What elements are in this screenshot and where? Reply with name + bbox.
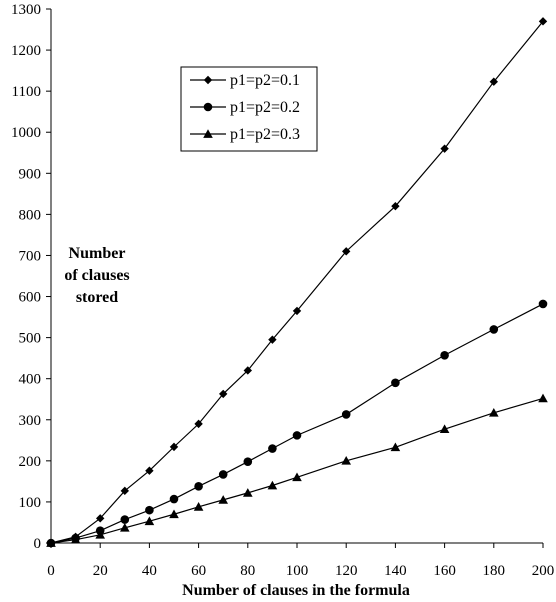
data-point-circle [145,505,154,515]
data-point-triangle [46,538,56,547]
legend-entry: p1=p2=0.1 [190,72,300,89]
data-point-triangle [439,424,450,434]
legend-label: p1=p2=0.3 [230,126,300,143]
y-axis-title-line-3: stored [76,289,118,306]
data-point-triangle [218,495,228,504]
data-point-triangle [95,529,105,539]
y-tick-label: 700 [19,248,42,264]
x-tick-label: 80 [240,563,255,579]
data-point-circle [218,470,228,479]
x-tick-label: 180 [483,563,506,579]
legend-marker-circle [203,102,213,112]
data-point-triangle [390,442,401,452]
x-tick-label: 0 [47,563,55,579]
y-tick-label: 100 [19,495,42,511]
x-tick-label: 40 [142,563,157,579]
y-tick-label: 0 [34,536,42,552]
x-tick-label: 100 [286,563,309,579]
x-tick-label: 200 [532,563,555,579]
y-tick-label: 1200 [11,43,41,59]
data-point-circle [243,457,253,466]
y-tick-label: 600 [19,290,42,306]
data-point-diamond [538,17,548,26]
legend-marker-diamond [203,75,213,85]
y-tick-labels: 0 100 200 300 400 500 600 700 800 900 1000 1100 1200… [11,2,41,552]
x-tick-label: 60 [191,563,206,579]
data-point-diamond [391,201,400,211]
x-tick-label: 20 [93,563,108,579]
legend-entry: p1=p2=0.3 [190,126,300,143]
legend-label: p1=p2=0.2 [230,99,300,116]
data-point-diamond [489,77,498,86]
data-point-diamond [120,486,129,496]
data-point-triangle [70,534,81,544]
y-tick-label: 1000 [11,125,41,141]
data-point-diamond [145,466,154,475]
y-tick-label: 400 [19,372,42,388]
series-circle [46,299,548,548]
series-line [50,20,544,544]
data-point-diamond [243,366,252,375]
data-point-circle [440,350,449,360]
legend-entry: p1=p2=0.2 [190,99,300,116]
series-line [50,303,544,544]
series-line [50,397,544,544]
data-point-triangle [489,407,499,417]
y-tick-label: 900 [19,166,42,182]
legend-label: p1=p2=0.1 [230,72,300,89]
series-triangle [46,393,548,547]
data-point-circle [268,444,277,453]
x-tick-label: 140 [384,563,407,579]
data-point-triangle [169,509,179,519]
data-point-diamond [96,514,105,523]
data-point-circle [292,431,302,440]
y-axis-title-line-2: of clauses [64,267,129,284]
data-point-triangle [267,480,278,490]
data-point-triangle [341,456,351,465]
legend: p1=p2=0.1 p1=p2=0.2 p1=p2=0.3 [180,66,318,152]
data-point-circle [169,494,179,504]
x-axis-title: Number of clauses in the formula [182,582,410,599]
data-point-circle [341,410,351,419]
data-point-diamond [194,419,203,429]
data-point-triangle [120,523,130,532]
data-point-diamond [169,442,179,452]
y-tick-label: 500 [19,331,42,347]
data-point-triangle [193,502,204,511]
data-point-circle [194,482,203,491]
data-point-circle [391,378,400,388]
y-tick-label: 800 [19,207,42,223]
x-tick-label: 160 [433,563,456,579]
data-point-triangle [243,488,253,497]
y-axis-title-line-1: Number [69,245,126,262]
data-point-circle [489,325,499,334]
data-point-circle [538,299,548,309]
data-point-diamond [268,335,277,344]
series-layer [46,17,548,548]
y-tick-label: 200 [19,454,42,470]
data-point-diamond [342,247,351,256]
legend-marker-triangle [203,129,213,138]
y-tick-label: 1300 [11,2,41,18]
data-point-diamond [292,306,302,316]
axes [46,8,544,548]
data-point-triangle [144,516,155,526]
data-point-triangle [538,393,548,403]
data-point-diamond [219,389,228,399]
y-tick-label: 300 [19,413,42,429]
x-tick-labels: 0 20 40 60 80 100 120 140 160 180 200 [47,563,554,579]
data-point-circle [120,515,130,524]
y-tick-label: 1100 [12,84,41,100]
data-point-diamond [440,144,449,153]
x-tick-label: 120 [335,563,358,579]
data-point-triangle [292,472,302,482]
